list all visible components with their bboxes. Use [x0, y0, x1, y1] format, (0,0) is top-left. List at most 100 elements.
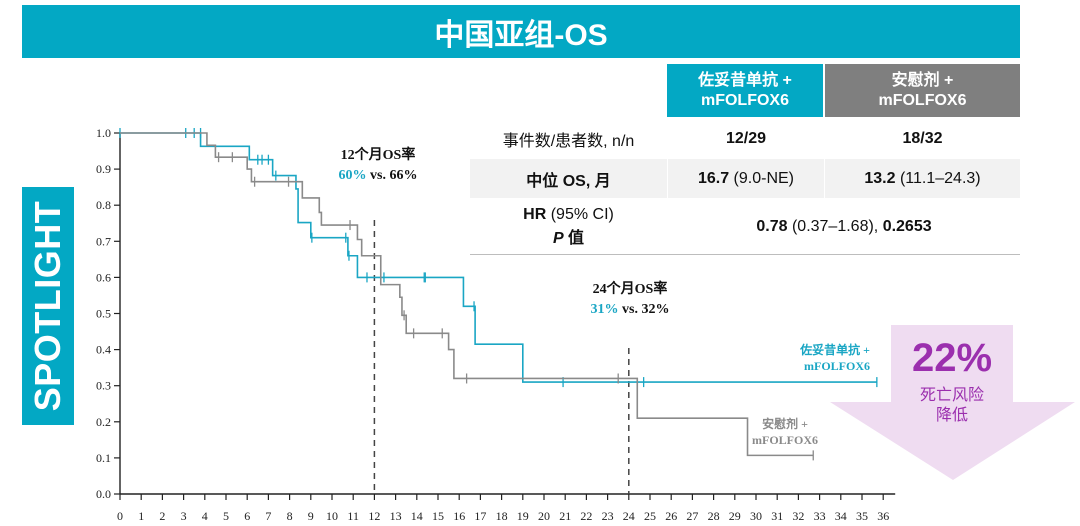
annotation-12-treatment: 60%: [338, 168, 367, 183]
x-tick-label: 18: [496, 509, 508, 523]
x-tick-label: 0: [117, 509, 123, 523]
page-title-banner: 中国亚组-OS: [22, 5, 1020, 58]
x-tick-label: 20: [538, 509, 550, 523]
annotation-24-placebo: vs. 32%: [618, 302, 670, 317]
x-tick-label: 17: [474, 509, 486, 523]
row-label: 事件数/患者数, n/n: [502, 132, 635, 150]
y-tick-label: 0.8: [96, 198, 111, 212]
table-row-events: 事件数/患者数, n/n 12/29 18/32: [470, 120, 1020, 157]
x-tick-label: 7: [265, 509, 271, 523]
annotation-24-month: 24个月OS率 31% vs. 32%: [570, 280, 690, 320]
header-treatment-arm: 佐妥昔单抗 + mFOLFOX6: [667, 64, 823, 117]
annotation-24-title: 24个月OS率: [592, 282, 668, 297]
row-label-text: 中位 OS, 月: [526, 172, 611, 190]
y-tick-label: 0.0: [96, 487, 111, 501]
x-tick-label: 26: [665, 509, 677, 523]
x-tick-label: 19: [517, 509, 529, 523]
x-tick-label: 2: [159, 509, 165, 523]
hr-ci: (0.37–1.68),: [787, 218, 883, 235]
risk-reduction-line2: 降低: [935, 407, 968, 424]
x-tick-label: 32: [792, 509, 804, 523]
x-tick-label: 6: [244, 509, 250, 523]
risk-reduction-label: 死亡风险 降低: [891, 386, 1013, 426]
annotation-12-month: 12个月OS率 60% vs. 66%: [318, 146, 438, 186]
p-label-suffix: 值: [563, 230, 585, 247]
header-placebo-line2: mFOLFOX6: [878, 91, 967, 109]
y-tick-label: 0.2: [96, 415, 111, 429]
header-treatment-line1: 佐妥昔单抗 +: [698, 71, 792, 89]
x-tick-label: 15: [432, 509, 444, 523]
y-tick-label: 0.3: [96, 379, 111, 393]
hr-ci-label: (95% CI): [546, 206, 614, 223]
x-tick-label: 33: [814, 509, 826, 523]
y-tick-label: 0.7: [96, 234, 111, 248]
cell-treatment: 12/29: [668, 120, 824, 157]
risk-reduction-line1: 死亡风险: [919, 387, 984, 404]
x-tick-label: 28: [708, 509, 720, 523]
row-label: HR (95% CI) P 值: [470, 200, 667, 254]
hr-label: HR: [523, 206, 547, 223]
risk-reduction-value: 22%: [911, 336, 993, 380]
x-tick-label: 16: [453, 509, 465, 523]
cell-value: 13.2: [864, 169, 896, 187]
hr-value: 0.78: [756, 218, 788, 235]
legend-placebo-line1: 安慰剂 +: [762, 417, 808, 431]
x-tick-label: 36: [877, 509, 889, 523]
x-tick-label: 14: [411, 509, 423, 523]
x-tick-label: 1: [138, 509, 144, 523]
cell-value: 12/29: [725, 129, 767, 147]
x-tick-label: 31: [771, 509, 783, 523]
legend-treatment-line1: 佐妥昔单抗 +: [800, 343, 870, 357]
annotation-24-treatment: 31%: [590, 302, 619, 317]
x-tick-label: 21: [559, 509, 571, 523]
cell-ci: (11.1–24.3): [895, 169, 981, 187]
x-tick-label: 4: [202, 509, 208, 523]
annotation-12-placebo: vs. 66%: [366, 168, 418, 183]
x-tick-label: 25: [644, 509, 656, 523]
x-tick-label: 34: [835, 509, 847, 523]
header-placebo-line1: 安慰剂 +: [891, 71, 954, 89]
x-tick-label: 9: [308, 509, 314, 523]
km-curve-placebo: [120, 132, 814, 457]
legend-placebo: 安慰剂 + mFOLFOX6: [745, 416, 825, 448]
x-tick-label: 27: [686, 509, 698, 523]
km-curve-treatment: [120, 132, 877, 383]
x-tick-label: 10: [326, 509, 338, 523]
page-title: 中国亚组-OS: [434, 18, 608, 52]
cell-treatment: 16.7 (9.0-NE): [668, 159, 824, 198]
table-row-hr: HR (95% CI) P 值 0.78 (0.37–1.68), 0.2653: [470, 200, 1020, 254]
spotlight-label-box: SPOTLIGHT: [22, 187, 74, 425]
cell-value: 18/32: [902, 129, 943, 147]
risk-reduction-arrow: [830, 325, 1075, 480]
table-row-median-os: 中位 OS, 月 16.7 (9.0-NE) 13.2 (11.1–24.3): [470, 159, 1020, 198]
legend-treatment-line2: mFOLFOX6: [804, 359, 870, 373]
header-placebo-arm: 安慰剂 + mFOLFOX6: [825, 64, 1020, 117]
x-tick-label: 35: [856, 509, 868, 523]
legend-placebo-line2: mFOLFOX6: [752, 433, 818, 447]
y-tick-label: 1.0: [96, 126, 111, 140]
cell-ci: (9.0-NE): [729, 169, 795, 187]
x-tick-label: 11: [347, 509, 359, 523]
cell-placebo: 18/32: [825, 120, 1020, 157]
y-tick-label: 0.5: [96, 307, 111, 321]
x-tick-label: 29: [729, 509, 741, 523]
y-tick-label: 0.1: [96, 451, 111, 465]
row-label: 中位 OS, 月: [470, 159, 667, 198]
x-tick-label: 5: [223, 509, 229, 523]
cell-value: 16.7: [697, 169, 730, 187]
cell-hr-value: 0.78 (0.37–1.68), 0.2653: [668, 200, 1020, 254]
header-treatment-line2: mFOLFOX6: [700, 91, 789, 109]
x-tick-label: 12: [368, 509, 380, 523]
x-tick-label: 24: [623, 509, 635, 523]
x-tick-label: 23: [602, 509, 614, 523]
x-tick-label: 8: [287, 509, 293, 523]
p-label: P: [552, 230, 564, 247]
table-bottom-rule: [470, 254, 1020, 255]
cell-placebo: 13.2 (11.1–24.3): [825, 159, 1020, 198]
x-tick-label: 3: [181, 509, 187, 523]
y-tick-label: 0.6: [96, 270, 111, 284]
x-tick-label: 30: [750, 509, 762, 523]
legend-treatment: 佐妥昔单抗 + mFOLFOX6: [770, 342, 870, 374]
p-value: 0.2653: [882, 218, 932, 235]
